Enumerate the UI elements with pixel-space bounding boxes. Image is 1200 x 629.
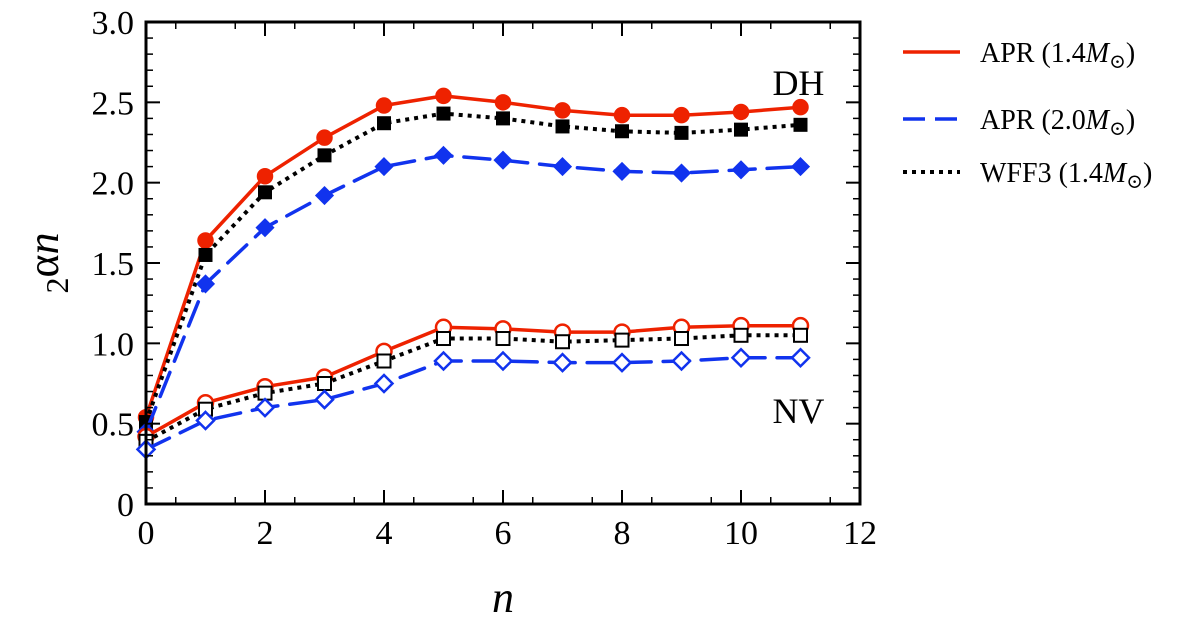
data-point-square: [495, 331, 511, 347]
legend-label: APR (1.4M⊙): [980, 38, 1135, 73]
series-line: [144, 356, 803, 452]
x-tick-label: 2: [257, 515, 274, 552]
data-point-square: [793, 327, 808, 343]
y-tick-label: 0: [117, 487, 134, 524]
data-point-diamond: [612, 161, 632, 181]
data-point-circle: [375, 97, 393, 114]
data-point-circle: [197, 232, 214, 249]
data-point-circle: [435, 87, 452, 105]
data-point-diamond: [374, 157, 394, 177]
data-point-square: [733, 327, 749, 343]
data-point-square: [674, 331, 689, 347]
y-tick-label: 0.5: [92, 407, 135, 444]
data-point-diamond: [493, 150, 513, 170]
data-point-diamond: [671, 163, 692, 183]
data-point-circle: [792, 98, 809, 116]
data-point-diamond: [195, 410, 216, 431]
data-point-diamond: [255, 218, 275, 238]
data-point-square: [436, 106, 451, 121]
series-dh-0: [137, 87, 809, 426]
y-axis-title-symbol: α: [19, 254, 68, 277]
series-nv-5: [135, 347, 811, 460]
data-point-square: [734, 122, 748, 137]
series-dh-1: [139, 106, 808, 430]
data-point-square: [614, 332, 630, 348]
legend: APR (1.4M⊙) APR (2.0M⊙) WFF3 (1.4M⊙): [903, 38, 1152, 193]
data-point-diamond: [492, 350, 514, 372]
x-tick-label: 12: [843, 515, 877, 552]
data-point-diamond: [254, 397, 276, 418]
data-point-diamond: [195, 274, 216, 294]
data-point-diamond: [790, 347, 811, 369]
x-tick-label: 10: [724, 515, 758, 552]
series-line: [144, 111, 801, 423]
y-tick-label: 1.0: [92, 326, 135, 363]
data-point-square: [377, 116, 391, 131]
y-tick-label: 2.5: [92, 85, 135, 122]
data-point-square: [496, 111, 510, 126]
data-point-square: [317, 376, 332, 391]
data-point-diamond: [731, 160, 751, 180]
data-point-square: [436, 331, 451, 347]
data-point-diamond: [611, 352, 633, 373]
legend-label: WFF3 (1.4M⊙): [980, 158, 1152, 193]
data-point-diamond: [552, 157, 573, 177]
series-line: [144, 94, 803, 419]
data-point-square: [376, 353, 392, 369]
legend-item: APR (2.0M⊙): [903, 105, 1135, 140]
data-point-circle: [732, 103, 750, 121]
series-line: [145, 333, 801, 444]
y-axis-title: 2αn: [19, 232, 75, 293]
series-line: [144, 323, 803, 439]
data-point-diamond: [314, 389, 335, 410]
x-tick-label: 6: [495, 515, 512, 552]
data-point-circle: [256, 167, 274, 185]
data-point-circle: [316, 129, 333, 146]
data-point-square: [555, 334, 570, 350]
annotation-nv: NV: [772, 391, 824, 431]
x-axis-title: n: [492, 573, 514, 622]
data-point-square: [674, 125, 689, 140]
data-point-circle: [554, 102, 571, 119]
legend-label: APR (2.0M⊙): [980, 105, 1135, 140]
data-point-diamond: [730, 347, 752, 369]
series-line: [144, 153, 803, 434]
data-point-square: [317, 148, 332, 163]
y-tick-label: 3.0: [92, 5, 135, 42]
data-point-diamond: [433, 350, 454, 372]
x-tick-label: 4: [376, 515, 393, 552]
annotation-dh: DH: [772, 63, 824, 103]
data-point-diamond: [314, 185, 335, 206]
data-point-square: [258, 185, 272, 200]
series-dh-2: [136, 145, 811, 442]
ticks-layer: 0 2 4 6 8 10 12 0 0.5 1.0 1.5 2.0 2.5 3.0: [92, 5, 878, 552]
legend-item: APR (1.4M⊙): [903, 38, 1135, 73]
data-point-circle: [494, 94, 512, 111]
series-nv-3: [137, 316, 810, 446]
data-point-diamond: [671, 350, 692, 372]
data-point-diamond: [790, 157, 811, 177]
x-tick-label: 8: [614, 515, 631, 552]
x-tick-label: 0: [138, 515, 155, 552]
data-point-square: [555, 119, 570, 134]
series-nv-4: [138, 327, 808, 449]
data-point-diamond: [552, 352, 573, 373]
data-point-square: [793, 117, 808, 132]
data-point-circle: [613, 106, 631, 124]
svg-text:2αn: 2αn: [19, 232, 75, 293]
legend-item: WFF3 (1.4M⊙): [903, 158, 1152, 193]
data-point-square: [198, 247, 213, 262]
y-tick-label: 1.5: [92, 246, 135, 283]
data-point-circle: [673, 106, 690, 124]
data-point-diamond: [373, 373, 395, 394]
data-point-diamond: [433, 145, 454, 165]
y-axis-title-subscript: n: [19, 232, 68, 254]
series-layer: [135, 87, 811, 460]
y-tick-label: 2.0: [92, 166, 135, 203]
y-axis-title-prefix: 2: [39, 278, 75, 294]
data-point-square: [615, 124, 629, 139]
